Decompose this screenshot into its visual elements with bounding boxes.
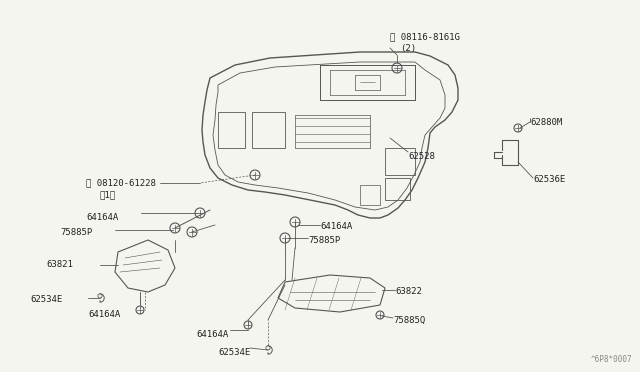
Text: 63821: 63821: [46, 260, 73, 269]
Text: 62534E: 62534E: [218, 348, 250, 357]
Text: 75885P: 75885P: [308, 236, 340, 245]
Text: （1）: （1）: [100, 190, 116, 199]
Text: 62536E: 62536E: [533, 175, 565, 184]
Text: 75885P: 75885P: [60, 228, 92, 237]
Text: 64164A: 64164A: [88, 310, 120, 319]
Text: Ⓑ 08120-61228: Ⓑ 08120-61228: [86, 178, 156, 187]
Text: 64164A: 64164A: [86, 213, 118, 222]
Text: 63822: 63822: [395, 287, 422, 296]
Text: ^6P8*0007: ^6P8*0007: [590, 355, 632, 364]
Text: 62880M: 62880M: [530, 118, 563, 127]
Text: 75885Q: 75885Q: [393, 316, 425, 325]
Text: Ⓑ 08116-8161G: Ⓑ 08116-8161G: [390, 32, 460, 41]
Text: 64164A: 64164A: [196, 330, 228, 339]
Text: (2): (2): [400, 44, 416, 53]
Text: 64164A: 64164A: [320, 222, 352, 231]
Text: 62528: 62528: [408, 152, 435, 161]
Text: 62534E: 62534E: [30, 295, 62, 304]
